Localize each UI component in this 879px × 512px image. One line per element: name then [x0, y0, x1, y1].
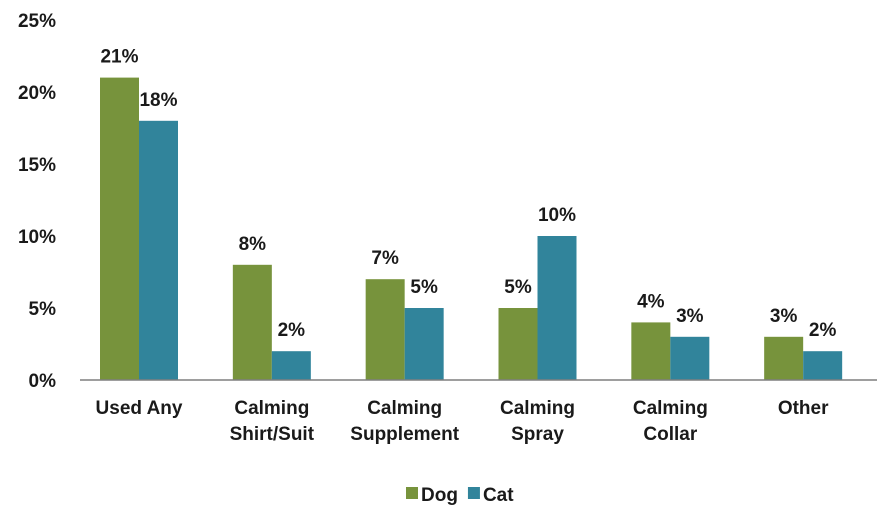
category-label: Used Any [96, 398, 183, 419]
bar-dog [232, 264, 272, 380]
bar-dog [631, 322, 671, 380]
legend-label-cat: Cat [483, 485, 514, 506]
category-label: Calming Collar [633, 398, 708, 445]
category-labels: Used Any Calming Shirt/Suit Calming Suppleme… [96, 398, 830, 445]
bar-cat [537, 236, 577, 380]
bar-dog [764, 336, 804, 380]
category-label-line: Used Any [96, 398, 183, 419]
bar-cat [404, 308, 444, 380]
data-label-cat: 18% [139, 90, 177, 111]
data-label-dog: 4% [637, 291, 665, 312]
category-label-line: Calming [367, 398, 442, 419]
data-label-cat: 5% [410, 277, 438, 298]
y-tick-label: 15% [18, 155, 56, 176]
data-label-dog: 3% [770, 306, 798, 327]
data-label-dog: 8% [239, 234, 267, 255]
category-label-line: Spray [511, 424, 564, 445]
bars [100, 77, 843, 381]
legend: Dog Cat [406, 485, 514, 506]
data-label-dog: 5% [504, 277, 532, 298]
category-label: Calming Supplement [350, 398, 459, 445]
category-label-line: Supplement [350, 424, 459, 445]
category-label: Calming Spray [500, 398, 575, 445]
category-label-line: Calming [500, 398, 575, 419]
y-tick-label: 25% [18, 11, 56, 32]
category-label: Other [778, 398, 829, 419]
y-tick-label: 20% [18, 83, 56, 104]
bar-dog [100, 77, 139, 380]
y-tick-label: 5% [29, 299, 57, 320]
data-label-cat: 10% [538, 205, 576, 226]
data-label-cat: 2% [809, 320, 837, 341]
bar-cat [139, 120, 178, 381]
data-label-cat: 2% [278, 320, 306, 341]
bar-cat [271, 351, 311, 380]
category-label-line: Other [778, 398, 829, 419]
category-label-line: Calming [234, 398, 309, 419]
legend-swatch-dog [406, 487, 418, 499]
y-tick-label: 0% [29, 371, 57, 392]
category-label-line: Collar [643, 424, 697, 445]
data-label-dog: 21% [100, 47, 138, 68]
y-tick-label: 10% [18, 227, 56, 248]
category-label: Calming Shirt/Suit [230, 398, 315, 445]
bar-cat [803, 351, 843, 380]
bar-dog [365, 279, 405, 380]
legend-swatch-cat [467, 487, 480, 499]
category-label-line: Calming [633, 398, 708, 419]
bar-dog [498, 308, 538, 380]
data-label-dog: 7% [371, 248, 399, 269]
legend-label-dog: Dog [421, 485, 458, 506]
y-axis-ticks: 0% 5% 10% 15% 20% 25% [18, 11, 56, 392]
data-label-cat: 3% [676, 306, 704, 327]
bar-cat [670, 336, 710, 380]
category-label-line: Shirt/Suit [230, 424, 315, 445]
data-labels: 21% 18% 8% 2% 7% 5% 5% 10% 4% 3% 3% 2% [100, 47, 836, 342]
